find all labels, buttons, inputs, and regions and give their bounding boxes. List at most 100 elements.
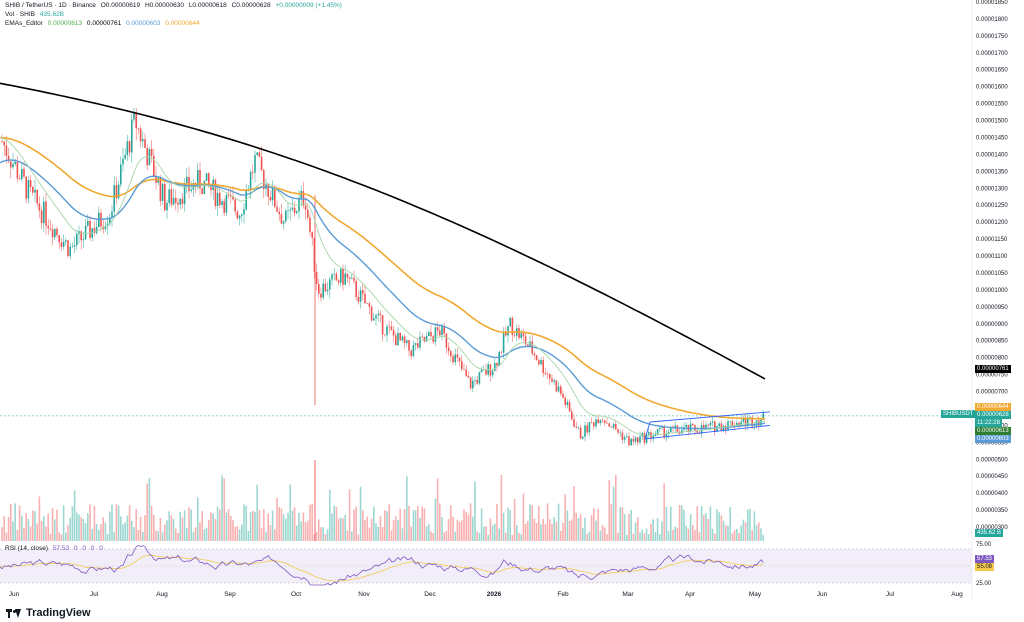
candle-body <box>234 199 236 212</box>
volume-bar <box>740 525 742 541</box>
candle-body <box>601 420 604 421</box>
volume-bar <box>584 517 586 541</box>
ema-legend: EMAs_Editor 0.00000613 0.00000761 0.0000… <box>5 19 203 28</box>
volume-bar <box>188 507 190 541</box>
channel-lower <box>644 424 771 440</box>
volume-bar <box>186 527 188 541</box>
volume-bar <box>553 517 555 541</box>
volume-label[interactable]: Vol · SHIB <box>5 11 35 18</box>
volume-bar <box>362 510 364 541</box>
candle-body <box>89 221 91 238</box>
volume-bar <box>667 531 670 541</box>
volume-bar <box>164 524 166 541</box>
candle-body <box>258 152 261 157</box>
volume-bar <box>520 534 522 541</box>
volume-bar <box>593 508 595 541</box>
candle-body <box>333 273 335 275</box>
volume-bar <box>397 520 399 541</box>
candle-body <box>485 369 487 375</box>
volume-bar <box>120 516 122 541</box>
tradingview-logo[interactable]: TradingView <box>6 607 91 619</box>
volume-bar <box>714 533 716 541</box>
volume-bar <box>234 526 236 541</box>
candle-body <box>29 180 32 188</box>
volume-bar <box>549 519 551 541</box>
volume-bar <box>201 511 203 541</box>
candle-body <box>549 374 551 379</box>
volume-bar <box>381 527 384 541</box>
candle-body <box>144 139 146 149</box>
volume-bar <box>137 529 140 541</box>
candle-body <box>254 154 256 173</box>
ohlc-low: L0.00000618 <box>188 2 227 9</box>
volume-bar <box>49 533 52 541</box>
volume-bar <box>333 505 335 541</box>
candle-body <box>205 173 208 181</box>
candle-body <box>260 156 263 171</box>
brand-name: TradingView <box>26 607 91 619</box>
volume-bar <box>575 512 577 541</box>
volume-bar <box>357 534 360 541</box>
candle-body <box>500 351 503 353</box>
ema100-line <box>0 136 765 420</box>
candle-body <box>109 217 111 224</box>
candle-body <box>159 177 162 202</box>
candle-body <box>3 141 5 146</box>
ema-label[interactable]: EMAs_Editor <box>5 20 43 27</box>
volume-bar <box>329 489 331 541</box>
volume-bar <box>604 527 606 541</box>
volume-bar <box>144 515 146 541</box>
candle-body <box>69 246 71 257</box>
price-axis-label: 0.00001150 <box>976 237 1008 243</box>
volume-bar <box>654 532 657 541</box>
rsi-label[interactable]: RSI (14, close) <box>5 545 48 552</box>
candle-body <box>617 429 619 433</box>
volume-bar <box>293 507 296 541</box>
candle-body <box>346 273 349 278</box>
candle-body <box>463 369 465 370</box>
candle-body <box>164 183 166 211</box>
candle-body <box>190 189 192 191</box>
volume-bar <box>289 484 291 541</box>
volume-bar <box>311 503 313 541</box>
volume-bar <box>258 509 261 541</box>
volume-bar <box>634 522 637 541</box>
volume-bar <box>146 483 148 541</box>
candle-body <box>546 374 549 375</box>
volume-bar <box>645 528 648 541</box>
volume-bar <box>175 528 177 541</box>
volume-bar <box>709 506 712 541</box>
candle-body <box>150 149 153 156</box>
volume-bar <box>109 511 111 541</box>
volume-bar <box>573 486 575 541</box>
candle-body <box>604 420 606 423</box>
price-axis-label: 0.00001700 <box>976 51 1008 57</box>
volume-bar <box>192 532 195 541</box>
candle-body <box>465 369 467 376</box>
candle-body <box>344 273 346 285</box>
volume-bar <box>73 490 76 541</box>
volume-bars <box>1 460 764 541</box>
volume-bar <box>412 510 415 541</box>
volume-bar <box>751 530 753 541</box>
rsi-axis-upper: 75.00 <box>976 542 992 548</box>
volume-bar <box>670 506 672 541</box>
candle-body <box>491 370 494 376</box>
volume-bar <box>359 486 362 541</box>
volume-bar <box>641 529 643 541</box>
candle-body <box>309 217 311 232</box>
ema20-price-tag: 0.00000613 <box>975 427 1011 435</box>
symbol-name[interactable]: SHIB / TetherUS · 1D · Binance <box>5 2 96 9</box>
candle-body <box>423 336 426 342</box>
volume-bar <box>744 522 747 541</box>
candle-body <box>355 280 357 297</box>
volume-bar <box>643 533 646 541</box>
candle-body <box>368 303 371 307</box>
candle-body <box>758 420 760 426</box>
volume-bar <box>304 522 307 541</box>
candle-body <box>153 155 155 177</box>
volume-bar <box>733 530 736 541</box>
candle-body <box>582 436 584 439</box>
volume-bar <box>542 518 544 541</box>
